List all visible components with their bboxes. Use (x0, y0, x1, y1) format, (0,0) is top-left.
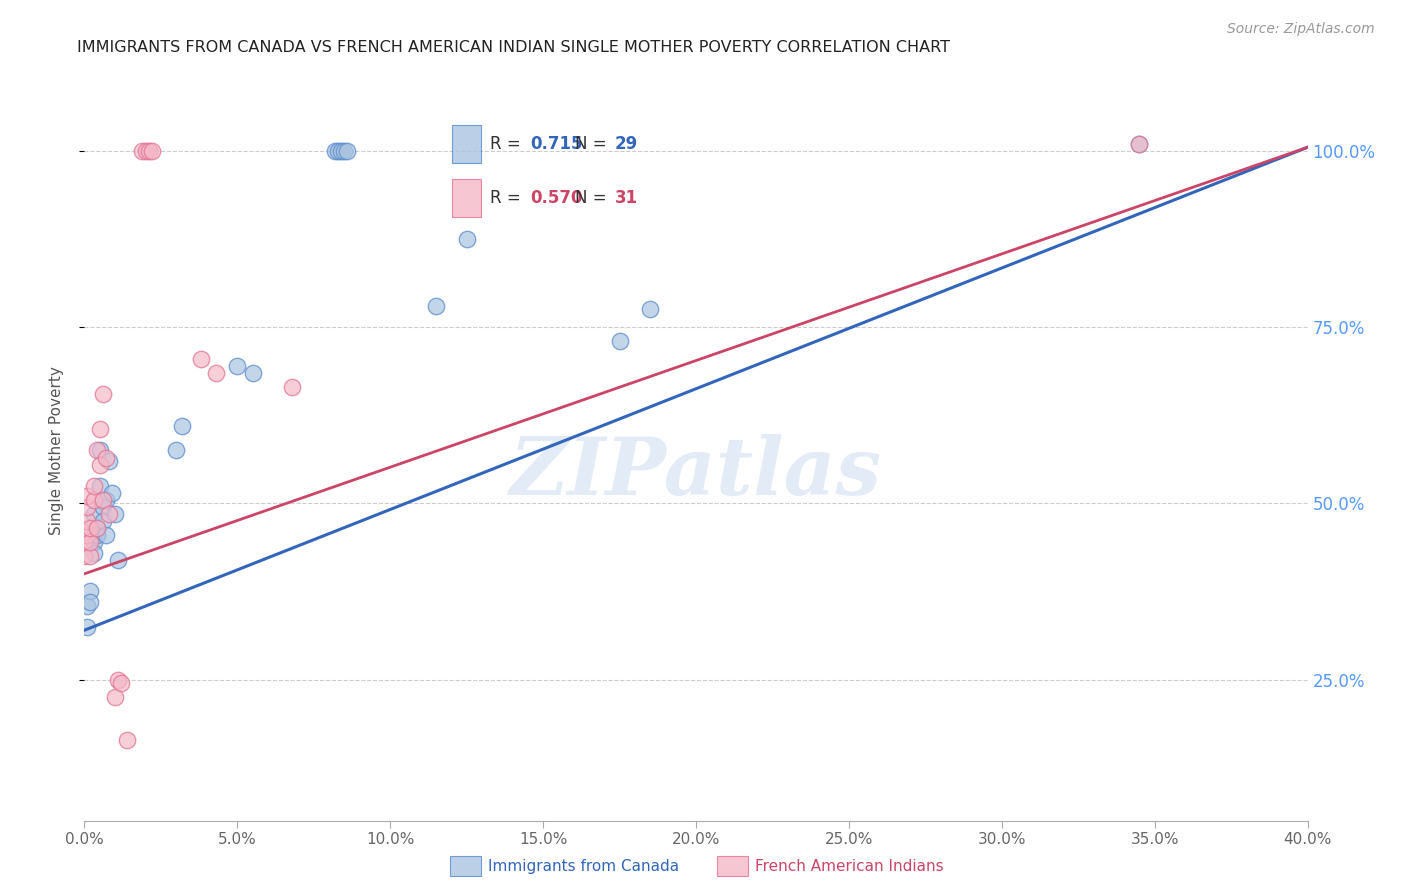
Point (89, 422, 111, 436)
Y-axis label: Single Mother Poverty: Single Mother Poverty (49, 366, 63, 535)
Point (79, 549, 101, 564)
Point (205, 366, 228, 380)
Point (107, 673, 129, 687)
Point (83, 535, 105, 549)
Point (76, 514, 98, 528)
Point (73, 535, 96, 549)
Text: Source: ZipAtlas.com: Source: ZipAtlas.com (1227, 22, 1375, 37)
Point (91, 514, 114, 528)
Point (94, 492, 117, 507)
Point (79, 535, 101, 549)
Point (83, 546, 105, 560)
Point (456, 232, 478, 246)
Point (86, 521, 108, 535)
Point (76, 620, 98, 634)
Point (73, 524, 96, 539)
Point (135, 144, 157, 158)
Point (86, 528, 108, 542)
Point (226, 359, 249, 373)
Point (1128, 136, 1150, 151)
Point (323, 144, 346, 158)
Point (333, 144, 356, 158)
Point (89, 458, 111, 472)
Point (79, 584, 101, 599)
Point (89, 479, 111, 493)
Point (107, 553, 129, 567)
Point (141, 144, 163, 158)
Point (79, 595, 101, 609)
Point (609, 334, 631, 348)
Text: French American Indians: French American Indians (755, 859, 943, 873)
Point (638, 302, 661, 317)
Point (97, 507, 120, 521)
Point (89, 443, 111, 458)
Text: Immigrants from Canada: Immigrants from Canada (488, 859, 679, 873)
Point (76, 528, 98, 542)
Point (76, 489, 98, 503)
Point (83, 492, 105, 507)
Point (242, 366, 264, 380)
Point (425, 299, 447, 313)
Point (1128, 136, 1150, 151)
Point (115, 732, 138, 747)
Point (330, 144, 353, 158)
Point (328, 144, 350, 158)
Point (104, 690, 127, 705)
Point (91, 492, 114, 507)
Point (281, 380, 304, 394)
Point (131, 144, 153, 158)
Point (91, 500, 114, 514)
Text: IMMIGRANTS FROM CANADA VS FRENCH AMERICAN INDIAN SINGLE MOTHER POVERTY CORRELATI: IMMIGRANTS FROM CANADA VS FRENCH AMERICA… (77, 40, 950, 55)
Point (336, 144, 359, 158)
Point (76, 500, 98, 514)
Point (138, 144, 160, 158)
Point (86, 443, 108, 458)
Point (91, 387, 114, 401)
Point (110, 676, 132, 690)
Point (104, 507, 127, 521)
Point (83, 479, 105, 493)
Point (94, 528, 117, 542)
Point (83, 507, 105, 521)
Point (79, 521, 101, 535)
Point (97, 454, 120, 468)
Point (172, 418, 194, 433)
Point (73, 549, 96, 564)
Point (86, 521, 108, 535)
Point (190, 351, 212, 366)
Point (94, 450, 117, 465)
Point (101, 485, 124, 500)
Text: ZIPatlas: ZIPatlas (510, 434, 882, 511)
Point (76, 599, 98, 613)
Point (165, 443, 187, 458)
